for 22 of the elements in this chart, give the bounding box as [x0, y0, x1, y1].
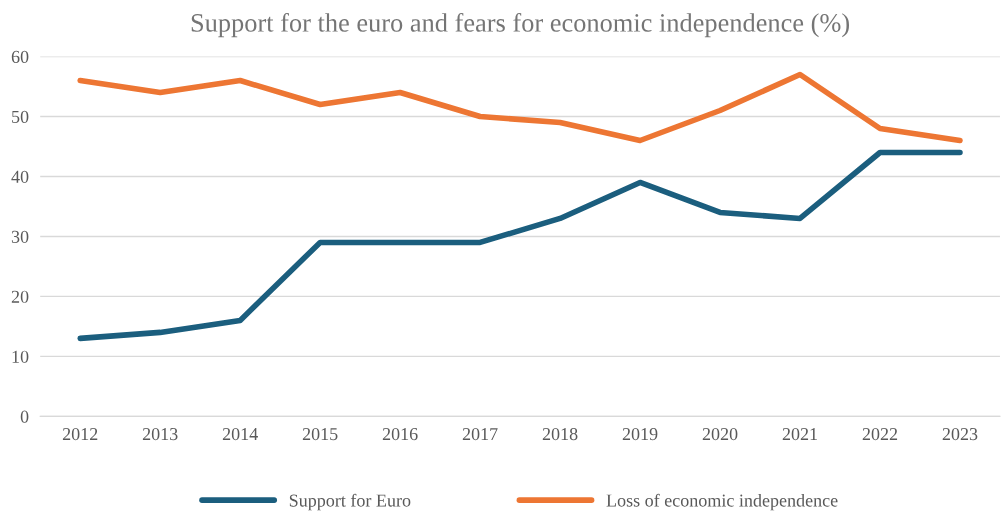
y-tick-label: 30 — [11, 230, 29, 243]
chart-title: Support for the euro and fears for economic independence (%) — [191, 12, 850, 38]
y-tick-label: 60 — [11, 50, 29, 63]
legend-label: Support for Euro — [289, 493, 411, 511]
x-tick-label: 2023 — [942, 427, 978, 441]
x-tick-label: 2020 — [702, 427, 738, 441]
x-tick-label: 2012 — [62, 427, 98, 441]
x-tick-label: 2021 — [782, 427, 817, 441]
x-tick-label: 2016 — [382, 427, 418, 441]
y-tick-label: 20 — [11, 290, 29, 303]
y-tick-label: 40 — [11, 170, 29, 183]
y-tick-label: 10 — [12, 350, 29, 363]
x-tick-label: 2014 — [222, 427, 258, 441]
legend-label: Loss of economic independence — [606, 493, 838, 511]
y-tick-label: 50 — [12, 110, 29, 123]
x-tick-label: 2022 — [862, 427, 898, 441]
x-tick-label: 2013 — [142, 427, 178, 441]
x-tick-label: 2017 — [462, 427, 498, 441]
x-tick-label: 2015 — [302, 427, 338, 441]
y-tick-label: 0 — [20, 410, 29, 423]
x-tick-label: 2019 — [622, 427, 658, 441]
x-tick-label: 2018 — [542, 427, 578, 441]
